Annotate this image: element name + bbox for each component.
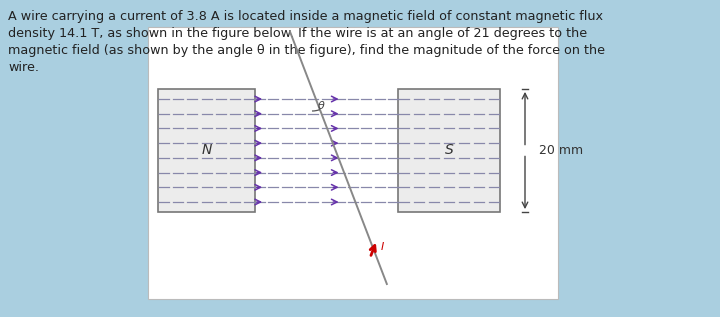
Text: wire.: wire. [8,61,39,74]
Bar [148,27,558,299]
Bar [158,89,255,212]
Text: magnetic field (as shown by the angle θ in the figure), find the magnitude of th: magnetic field (as shown by the angle θ … [8,44,605,57]
Text: S: S [445,144,454,158]
Text: A wire carrying a current of 3.8 A is located inside a magnetic field of constan: A wire carrying a current of 3.8 A is lo… [8,10,603,23]
Bar [398,89,500,212]
Text: N: N [202,144,212,158]
Text: 20 mm: 20 mm [539,144,583,157]
Text: I: I [381,242,384,252]
Text: density 14.1 T, as shown in the figure below. If the wire is at an angle of 21 d: density 14.1 T, as shown in the figure b… [8,27,587,40]
Text: θ: θ [318,101,325,111]
